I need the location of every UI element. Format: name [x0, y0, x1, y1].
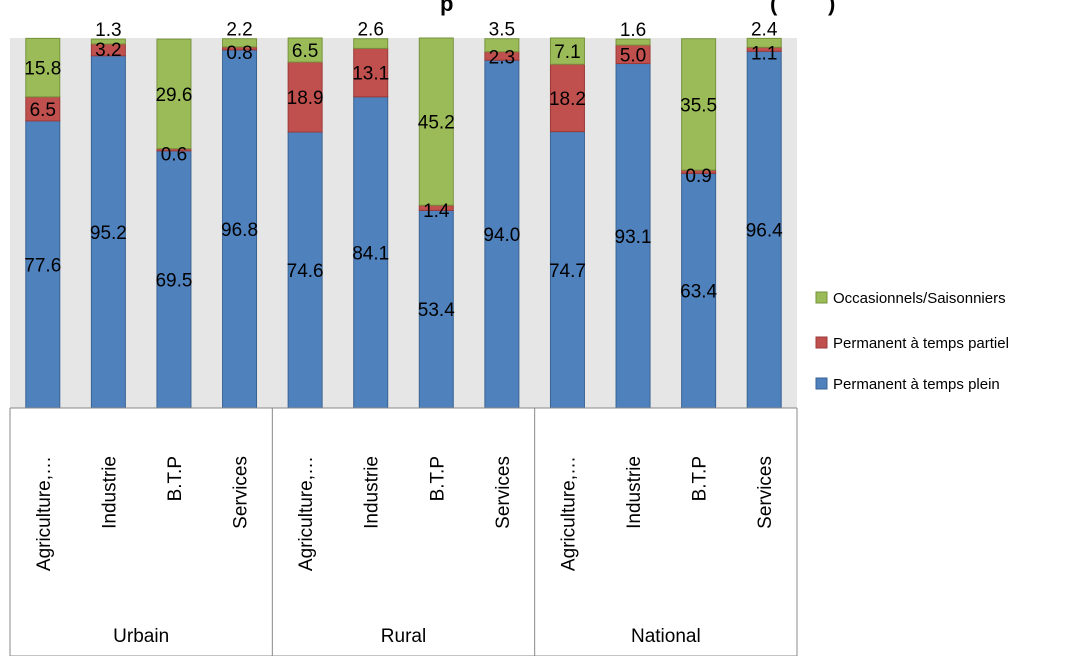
plot-area — [10, 38, 797, 408]
data-label: 18.9 — [287, 88, 324, 109]
data-label: 45.2 — [418, 113, 455, 134]
data-label: 35.5 — [680, 95, 717, 116]
bar-segment — [222, 49, 258, 409]
data-label: 2.6 — [357, 20, 383, 41]
category-label: Industrie — [362, 456, 383, 529]
category-label: Agriculture,… — [296, 456, 317, 571]
bar-segment — [25, 96, 61, 122]
group-label: Rural — [381, 626, 426, 647]
data-label: 93.1 — [615, 227, 652, 248]
bar-segment — [549, 37, 585, 65]
category-label: Services — [755, 456, 776, 529]
data-label: 6.5 — [30, 100, 56, 121]
bar-segment — [418, 209, 454, 409]
bar-segment — [681, 38, 717, 171]
category-label: Industrie — [99, 456, 120, 529]
bar-segment — [222, 38, 258, 48]
data-label: 1.4 — [423, 201, 450, 222]
category-label: Services — [231, 456, 252, 529]
data-label: 3.2 — [95, 40, 121, 61]
data-label: 18.2 — [549, 89, 586, 110]
bar-segment — [90, 38, 126, 45]
bar-segment — [25, 120, 61, 409]
data-label: 84.1 — [352, 243, 389, 264]
bar-segment — [615, 63, 651, 409]
category-label: Industrie — [624, 456, 645, 529]
data-label: 0.8 — [226, 43, 252, 64]
legend-entry: Occasionnels/Saisonniers — [833, 290, 1006, 307]
data-label: 69.5 — [155, 270, 192, 291]
data-label: 63.4 — [680, 282, 717, 303]
title-fragment: ( — [770, 0, 778, 16]
data-label: 13.1 — [352, 64, 389, 85]
bars-layer — [25, 37, 782, 409]
category-label: B.T.P — [690, 456, 711, 501]
data-label: 0.9 — [685, 166, 711, 187]
bar-segment — [615, 38, 651, 46]
data-label: 53.4 — [418, 300, 455, 321]
bar-segment — [484, 59, 520, 409]
legend-swatch — [815, 291, 828, 304]
bar-segment — [353, 96, 389, 409]
group-label: Urbain — [113, 626, 169, 647]
bar-segment — [746, 37, 782, 48]
legend-entry: Permanent à temps partiel — [833, 335, 1009, 352]
data-label: 77.6 — [24, 255, 61, 276]
bar-segment — [418, 37, 454, 206]
data-label: 2.3 — [489, 48, 515, 69]
data-label: 94.0 — [483, 225, 520, 246]
category-label: Agriculture,… — [558, 456, 579, 571]
data-label: 0.6 — [161, 145, 187, 166]
data-label: 2.4 — [751, 19, 778, 40]
title-fragment: p — [440, 0, 453, 16]
bar-segment — [287, 37, 323, 63]
group-label: National — [631, 626, 701, 647]
data-label: 1.6 — [620, 20, 646, 41]
category-label: Services — [493, 456, 514, 529]
bar-segment — [746, 50, 782, 409]
legend-entry: Permanent à temps plein — [833, 376, 1000, 393]
bar-segment — [353, 47, 389, 98]
category-label: B.T.P — [165, 456, 186, 501]
legend-swatch — [815, 377, 828, 390]
bar-segment — [484, 38, 520, 53]
data-labels-layer: 77.66.515.895.23.21.369.50.629.696.80.82… — [24, 19, 783, 321]
data-label: 74.7 — [549, 261, 586, 282]
bar-segment — [353, 38, 389, 49]
data-label: 2.2 — [226, 20, 252, 41]
bar-segment — [25, 37, 61, 98]
data-label: 96.4 — [746, 221, 783, 242]
data-label: 15.8 — [24, 59, 61, 80]
bar-segment — [90, 55, 126, 409]
bar-segment — [156, 38, 192, 150]
data-label: 6.5 — [292, 41, 318, 62]
data-label: 3.5 — [489, 20, 515, 41]
data-label: 5.0 — [620, 45, 646, 66]
bar-segment — [681, 172, 717, 409]
data-label: 7.1 — [554, 42, 580, 63]
category-label: Agriculture,… — [34, 456, 55, 571]
data-label: 74.6 — [287, 261, 324, 282]
data-label: 1.3 — [95, 20, 121, 41]
data-label: 95.2 — [90, 223, 127, 244]
chart-title: p () — [440, 0, 835, 16]
title-fragment: ) — [828, 0, 835, 16]
category-label: B.T.P — [427, 456, 448, 501]
bar-segment — [287, 131, 323, 409]
bar-segment — [549, 63, 585, 133]
category-axis: Urbain Agriculture,… Industrie B.T.P Service… — [9, 407, 798, 656]
data-label: 96.8 — [221, 220, 258, 241]
data-label: 1.1 — [751, 43, 777, 64]
legend: Occasionnels/Saisonniers Permanent à temp… — [815, 290, 1009, 393]
bar-segment — [549, 131, 585, 409]
data-label: 29.6 — [155, 85, 192, 106]
legend-swatch — [815, 336, 828, 349]
